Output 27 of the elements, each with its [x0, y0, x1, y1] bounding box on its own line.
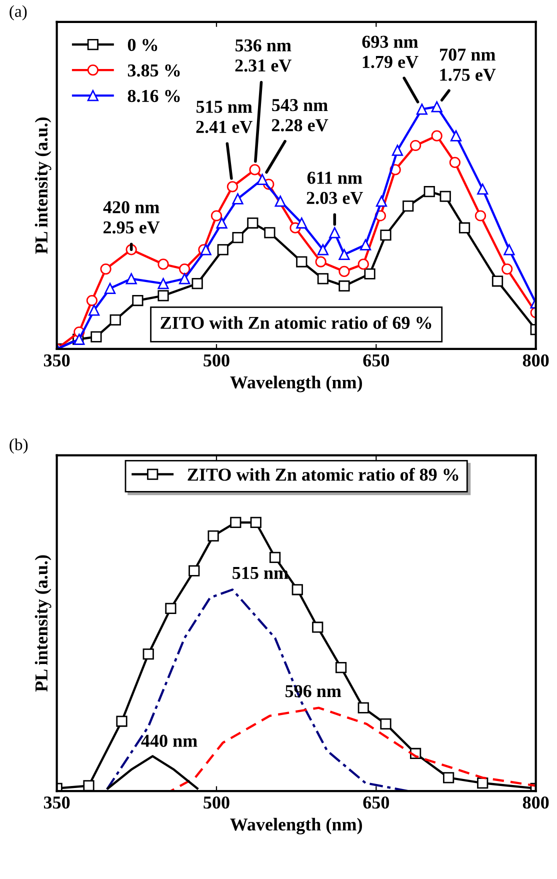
y-axis-title: PL intensity (a.u.)	[34, 555, 52, 692]
annotation: 440 nm	[141, 734, 198, 747]
annotation: ZITO with Zn atomic ratio of 69 %	[160, 316, 432, 330]
legend-label: ZITO with Zn atomic ratio of 89 %	[188, 468, 458, 481]
annotation: 693 nm 1.79 eV	[362, 36, 418, 68]
y-axis-title: PL intensity (a.u.)	[34, 118, 52, 254]
annotation: 611 nm 2.03 eV	[306, 172, 364, 204]
x-tick-label: 800	[522, 354, 549, 367]
x-tick-label: 350	[44, 796, 70, 809]
x-tick-label: 650	[363, 354, 390, 367]
legend-label: 8.16 %	[128, 90, 180, 102]
annotation: 515 nm 2.41 eV	[196, 100, 252, 134]
x-tick-label: 500	[204, 796, 230, 809]
chart-title: (a)	[10, 5, 27, 20]
annotation: 420 nm 2.95 eV	[103, 201, 160, 234]
legend-label: 0 %	[128, 38, 158, 52]
x-axis-title: Wavelength (nm)	[230, 376, 362, 392]
x-axis-title: Wavelength (nm)	[230, 818, 362, 834]
x-tick-label: 800	[522, 796, 549, 809]
annotation: 707 nm 1.75 eV	[440, 48, 496, 81]
x-tick-label: 350	[44, 354, 70, 367]
chart-title: (b)	[10, 438, 28, 454]
annotation: 543 nm 2.28 eV	[272, 99, 328, 132]
x-tick-label: 500	[204, 354, 230, 367]
legend-label: 3.85 %	[128, 64, 180, 77]
annotation: 536 nm 2.31 eV	[235, 39, 292, 72]
x-tick-label: 650	[363, 796, 390, 809]
